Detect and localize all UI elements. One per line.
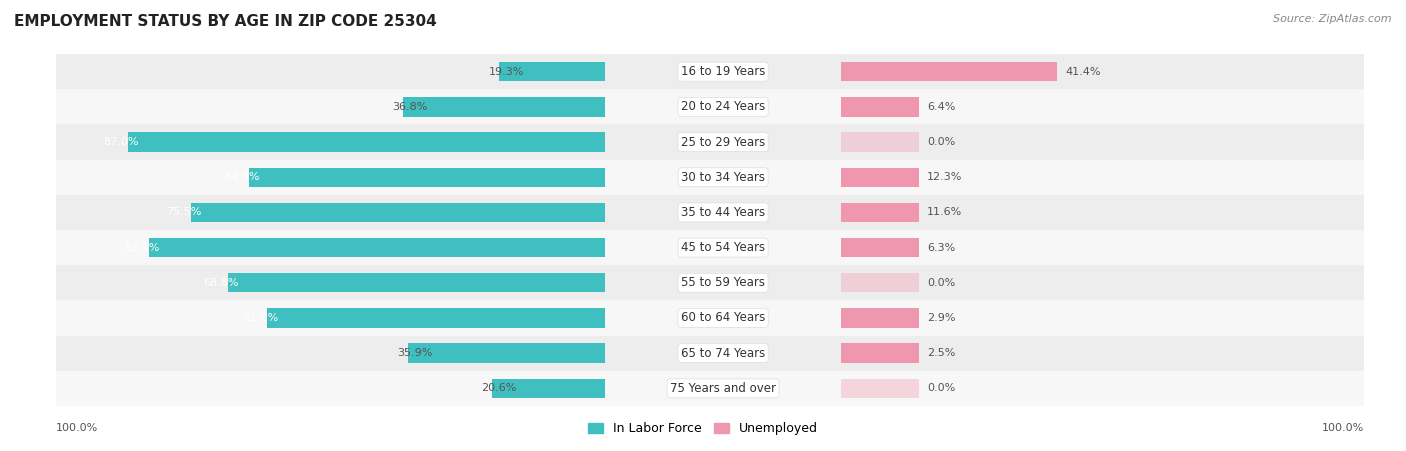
Bar [841,203,920,222]
Text: 35.9%: 35.9% [398,348,433,358]
Text: 100.0%: 100.0% [1322,423,1364,433]
Text: 16 to 19 Years: 16 to 19 Years [681,65,765,78]
Bar [841,168,920,187]
Bar [56,230,606,265]
Bar [841,124,1364,160]
Bar [404,97,606,116]
Bar [499,62,606,81]
Bar [56,160,606,195]
Bar [606,89,841,124]
Bar [841,308,920,327]
Bar [606,54,841,89]
Text: 36.8%: 36.8% [392,102,427,112]
Text: 75.5%: 75.5% [166,207,202,217]
Bar [841,300,1364,336]
Bar [841,344,920,363]
Bar [606,160,841,195]
Bar [56,124,606,160]
Text: 25 to 29 Years: 25 to 29 Years [681,136,765,148]
Bar [56,336,606,371]
Bar [56,371,606,406]
Bar [267,308,606,327]
Bar [56,300,606,336]
Bar [56,265,606,300]
Bar [841,89,1364,124]
Text: 11.6%: 11.6% [927,207,962,217]
Text: Source: ZipAtlas.com: Source: ZipAtlas.com [1274,14,1392,23]
Bar [228,273,606,292]
Text: 100.0%: 100.0% [56,423,98,433]
Text: 0.0%: 0.0% [927,137,955,147]
Text: 20 to 24 Years: 20 to 24 Years [681,101,765,113]
Text: 55 to 59 Years: 55 to 59 Years [681,276,765,289]
Bar [606,371,841,406]
Text: 41.4%: 41.4% [1066,67,1101,77]
Text: 30 to 34 Years: 30 to 34 Years [681,171,765,184]
Text: 61.6%: 61.6% [243,313,278,323]
Bar [606,195,841,230]
Text: 6.4%: 6.4% [927,102,956,112]
Text: 19.3%: 19.3% [488,67,524,77]
Bar [841,238,920,257]
Text: 2.9%: 2.9% [927,313,956,323]
Bar [56,54,606,89]
Bar [56,195,606,230]
Bar [408,344,606,363]
Text: 20.6%: 20.6% [481,383,516,393]
Text: 65 to 74 Years: 65 to 74 Years [681,347,765,359]
Bar [841,336,1364,371]
Bar [606,124,841,160]
Text: 12.3%: 12.3% [927,172,963,182]
Bar [606,300,841,336]
Bar [492,379,606,398]
Text: 87.0%: 87.0% [103,137,139,147]
Bar [128,133,606,152]
Bar [191,203,606,222]
Text: 35 to 44 Years: 35 to 44 Years [681,206,765,219]
Bar [56,89,606,124]
Bar [606,336,841,371]
Bar [841,160,1364,195]
Text: 0.0%: 0.0% [927,278,955,288]
Bar [841,230,1364,265]
Bar [249,168,606,187]
Bar [841,379,920,398]
Bar [841,54,1364,89]
Text: EMPLOYMENT STATUS BY AGE IN ZIP CODE 25304: EMPLOYMENT STATUS BY AGE IN ZIP CODE 253… [14,14,437,28]
Bar [841,195,1364,230]
Bar [606,265,841,300]
Bar [841,273,920,292]
Bar [841,133,920,152]
Text: 45 to 54 Years: 45 to 54 Years [681,241,765,254]
Bar [149,238,606,257]
Text: 0.0%: 0.0% [927,383,955,393]
Text: 2.5%: 2.5% [927,348,956,358]
Bar [841,371,1364,406]
Bar [841,265,1364,300]
Bar [841,62,1057,81]
Text: 64.9%: 64.9% [225,172,260,182]
Legend: In Labor Force, Unemployed: In Labor Force, Unemployed [583,417,823,440]
Text: 75 Years and over: 75 Years and over [671,382,776,395]
Text: 83.1%: 83.1% [125,243,160,253]
Text: 60 to 64 Years: 60 to 64 Years [681,312,765,324]
Bar [606,230,841,265]
Bar [841,97,920,116]
Text: 6.3%: 6.3% [927,243,955,253]
Text: 68.8%: 68.8% [202,278,239,288]
